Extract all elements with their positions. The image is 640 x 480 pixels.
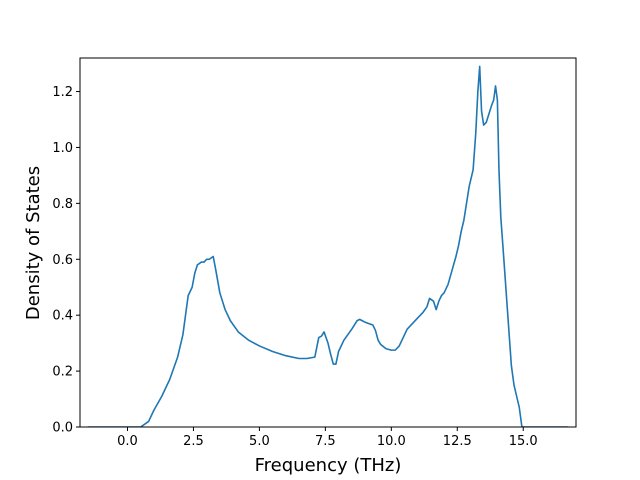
y-tick-label: 0.0 [52,421,73,436]
x-tick-label: 7.5 [315,434,336,449]
y-tick-label: 0.4 [52,309,73,324]
x-tick-label: 15.0 [509,434,538,449]
series-line-0 [87,65,569,427]
y-tick-label: 0.6 [52,253,73,268]
axes-frame [79,57,577,428]
y-tick-label: 1.0 [52,141,73,156]
x-tick-label: 2.5 [183,434,204,449]
y-tick-label: 1.2 [52,85,73,100]
y-axis-title: Density of States [23,166,44,320]
x-axis-title: Frequency (THz) [255,455,402,476]
y-tick-label: 0.2 [52,365,73,380]
x-tick-label: 12.5 [443,434,472,449]
x-tick-label: 5.0 [249,434,270,449]
x-tick-label: 10.0 [377,434,406,449]
axes: 0.0 2.5 5.0 7.5 10.0 12.5 15.0 0.0 0.2 0.4 0.6 0.8 1… [52,57,577,449]
y-tick-label: 0.8 [52,197,73,212]
x-tick-label: 0.0 [117,434,138,449]
plot-area [87,65,569,427]
